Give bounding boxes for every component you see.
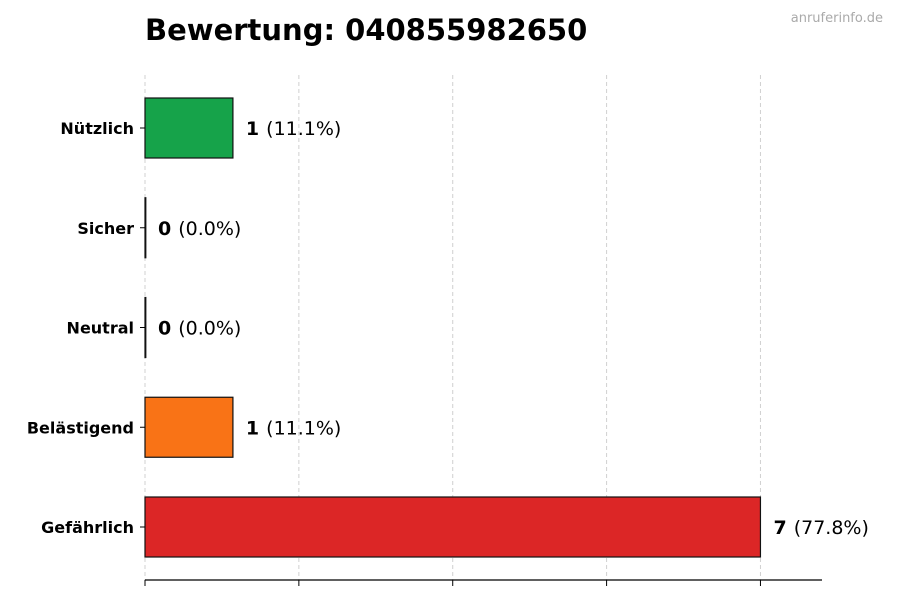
- data-label-percent: (0.0%): [178, 218, 241, 240]
- bar-gefährlich: [144, 496, 762, 558]
- chart-title: Bewertung: 040855982650: [145, 13, 587, 47]
- data-label: 1 (11.1%): [246, 118, 341, 140]
- data-label-count: 1: [246, 417, 259, 439]
- bar-belästigend: [144, 396, 234, 458]
- data-label: 0 (0.0%): [158, 218, 241, 240]
- y-tick-label: Sicher: [77, 219, 134, 238]
- data-label-percent: (0.0%): [178, 318, 241, 340]
- y-tick-label: Nützlich: [60, 119, 134, 138]
- bar-sicher: [144, 197, 147, 259]
- data-label-percent: (11.1%): [266, 118, 341, 140]
- data-label-count: 7: [773, 517, 786, 539]
- y-tick-label: Neutral: [67, 319, 134, 338]
- y-tick-label: Gefährlich: [41, 518, 134, 537]
- data-label: 7 (77.8%): [773, 517, 868, 539]
- data-label: 1 (11.1%): [246, 417, 341, 439]
- data-label-count: 0: [158, 318, 171, 340]
- data-label: 0 (0.0%): [158, 318, 241, 340]
- bar-neutral: [144, 296, 147, 359]
- data-label-count: 1: [246, 118, 259, 140]
- watermark: anruferinfo.de: [791, 11, 883, 26]
- data-label-percent: (77.8%): [794, 517, 869, 539]
- data-label-count: 0: [158, 218, 171, 240]
- bar-nützlich: [144, 97, 234, 159]
- y-tick-label: Belästigend: [27, 418, 134, 437]
- data-label-percent: (11.1%): [266, 417, 341, 439]
